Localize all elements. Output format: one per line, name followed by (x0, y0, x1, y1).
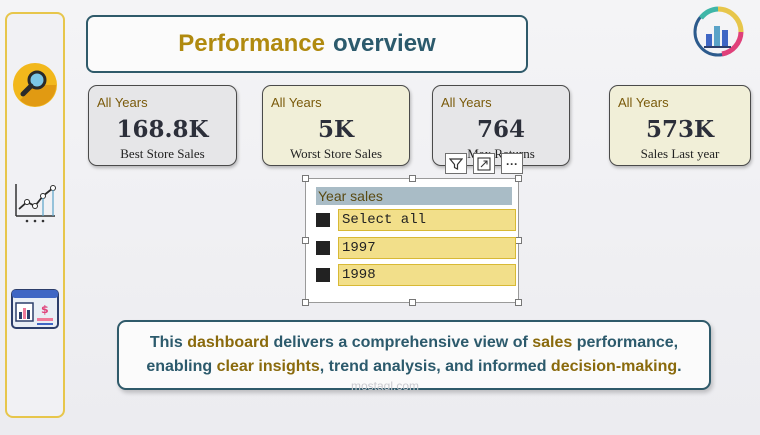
kpi-card-worst-store-sales[interactable]: All Years 5K Worst Store Sales (262, 85, 410, 166)
slicer-option-1998[interactable]: 1998 (316, 264, 518, 286)
description-highlight: sales (532, 334, 573, 351)
card-caption: Best Store Sales (120, 146, 205, 161)
search-icon[interactable] (12, 62, 58, 108)
line-chart-icon[interactable] (13, 182, 57, 224)
resize-handle[interactable] (302, 175, 309, 182)
focus-mode-icon[interactable] (473, 153, 495, 174)
year-sales-slicer[interactable]: Year sales Select all 1997 1998 (302, 175, 522, 306)
resize-handle[interactable] (409, 299, 416, 306)
slicer-option-select-all[interactable]: Select all (316, 209, 518, 231)
dashboard-logo-icon (688, 6, 748, 58)
description-highlight: clear insights (216, 358, 320, 375)
card-filter-label: All Years (618, 95, 669, 110)
resize-handle[interactable] (515, 299, 522, 306)
svg-text:$: $ (41, 303, 49, 316)
card-caption: Sales Last year (640, 146, 720, 161)
description-text: . (677, 358, 682, 375)
sidebar: $ (5, 12, 65, 418)
card-filter-label: All Years (97, 95, 148, 110)
card-value: 764 (476, 116, 525, 143)
kpi-card-sales-last-year[interactable]: All Years 573K Sales Last year (609, 85, 751, 166)
card-value: 168.8K (116, 116, 209, 143)
slicer-title: Year sales (316, 187, 512, 205)
card-filter-label: All Years (441, 95, 492, 110)
resize-handle[interactable] (302, 299, 309, 306)
checkbox[interactable] (316, 268, 330, 282)
resize-handle[interactable] (302, 237, 309, 244)
filter-icon[interactable] (445, 153, 467, 174)
watermark: mostaql.com (350, 379, 420, 393)
dashboard-description: This dashboard delivers a comprehensive … (117, 320, 711, 390)
slicer-option-label[interactable]: 1998 (338, 264, 516, 286)
card-filter-label: All Years (271, 95, 322, 110)
description-highlight: decision-making (550, 358, 678, 375)
checkbox[interactable] (316, 213, 330, 227)
description-text: , trend analysis, and informed (319, 358, 551, 375)
kpi-card-best-store-sales[interactable]: All Years 168.8K Best Store Sales (88, 85, 237, 166)
resize-handle[interactable] (515, 175, 522, 182)
description-highlight: dashboard (187, 334, 270, 351)
title-word-overview: overview (333, 30, 436, 57)
card-caption: Worst Store Sales (289, 146, 383, 161)
slicer-option-label[interactable]: Select all (338, 209, 516, 231)
page-title: Performance overview (86, 15, 528, 73)
card-value: 573K (645, 116, 714, 143)
slicer-option-1997[interactable]: 1997 (316, 237, 518, 259)
slicer-option-label[interactable]: 1997 (338, 237, 516, 259)
description-text: enabling (146, 358, 217, 375)
sales-dashboard-icon[interactable]: $ (11, 288, 59, 330)
description-text: delivers a comprehensive view of (269, 334, 533, 351)
description-text: performance, (572, 334, 679, 351)
card-value: 5K (318, 116, 354, 143)
description-text: This (149, 334, 188, 351)
title-word-performance: Performance (178, 30, 325, 57)
resize-handle[interactable] (409, 175, 416, 182)
more-options-icon[interactable]: ··· (501, 153, 523, 174)
checkbox[interactable] (316, 241, 330, 255)
